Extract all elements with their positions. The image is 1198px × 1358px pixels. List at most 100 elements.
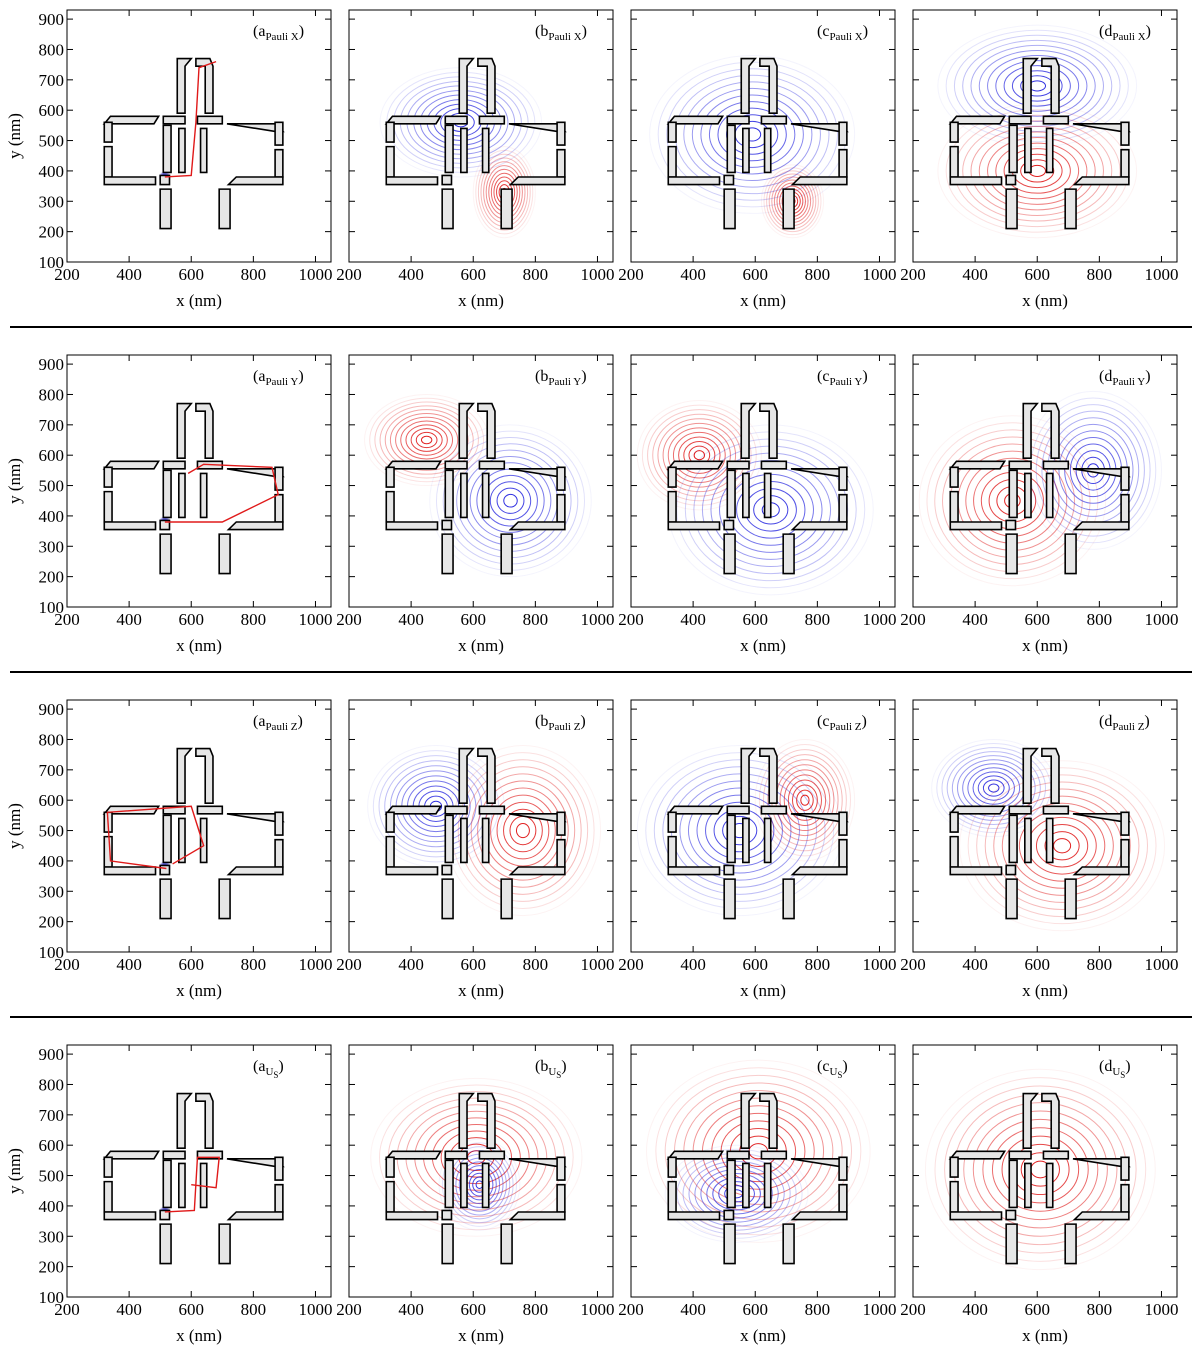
- label-prefix: (a: [253, 23, 265, 40]
- contour-line: [796, 789, 814, 811]
- gate: [162, 124, 172, 174]
- plot-area: [102, 1092, 285, 1265]
- gate: [759, 1092, 778, 1150]
- gate: [1008, 460, 1032, 470]
- contour-line: [672, 431, 726, 479]
- panel: 200 400 600 800 1000 x (nm) (dPauli Y): [900, 354, 1178, 655]
- gate: [195, 57, 214, 115]
- x-tick-label: 600: [178, 1300, 204, 1319]
- contour-line: [641, 404, 757, 506]
- panel-label: (cUS): [817, 1058, 848, 1080]
- plot-area: [931, 738, 1166, 932]
- gate: [384, 1150, 443, 1160]
- trace: [106, 805, 205, 870]
- y-tick-label: 200: [39, 223, 65, 242]
- contour-line: [977, 775, 1010, 801]
- contour-line: [763, 749, 847, 852]
- y-tick-label: 800: [39, 1075, 65, 1094]
- gate: [726, 460, 750, 470]
- x-tick-label: 800: [241, 265, 267, 284]
- panel: 200 400 600 800 1000 x (nm) (cPauli X): [618, 9, 896, 310]
- gate: [949, 466, 959, 488]
- x-axis-label: x (nm): [740, 636, 786, 655]
- gate: [385, 811, 395, 833]
- panel: 200 400 600 800 1000 x (nm) (cPauli Z): [618, 699, 896, 1000]
- x-tick-label: 600: [178, 265, 204, 284]
- gate: [1022, 1092, 1039, 1150]
- contour-line: [405, 424, 448, 456]
- gate: [1064, 188, 1077, 230]
- gate: [1072, 521, 1130, 531]
- contour-line: [760, 164, 825, 239]
- gate: [666, 460, 725, 470]
- x-tick-label: 600: [460, 265, 486, 284]
- plot-area: [924, 1068, 1156, 1271]
- gate: [385, 1156, 395, 1178]
- gate: [760, 115, 788, 125]
- contour-line: [674, 74, 830, 195]
- contour-line: [415, 431, 438, 449]
- contour-line: [441, 1142, 517, 1227]
- gate: [384, 460, 443, 470]
- gate: [477, 402, 496, 460]
- contour-line: [1020, 1152, 1060, 1187]
- x-tick-label: 1000: [298, 955, 332, 974]
- gate: [1045, 127, 1054, 174]
- trace: [164, 1156, 220, 1213]
- trace: [164, 60, 217, 178]
- contour-line: [400, 420, 454, 460]
- x-tick-label: 800: [1087, 265, 1113, 284]
- gate: [444, 814, 454, 864]
- x-tick-label: 800: [1087, 1300, 1113, 1319]
- gate: [1024, 817, 1032, 864]
- label-suffix: ): [278, 1058, 283, 1075]
- contour-line: [924, 1068, 1156, 1271]
- gate: [763, 127, 772, 174]
- y-axis-label: y (nm): [5, 803, 24, 849]
- frame: [912, 354, 1178, 608]
- gate: [1120, 838, 1130, 868]
- label-subscript: Pauli Z: [1112, 721, 1144, 733]
- gate: [949, 521, 1003, 531]
- y-tick-label: 800: [39, 385, 65, 404]
- plot-area: [918, 390, 1162, 587]
- gate: [723, 188, 736, 230]
- gate: [508, 866, 566, 876]
- gate: [441, 864, 453, 876]
- x-tick-label: 600: [178, 610, 204, 629]
- label-suffix: ): [862, 713, 867, 730]
- contour-line: [978, 131, 1096, 211]
- gate: [478, 460, 506, 470]
- x-tick-label: 400: [116, 610, 142, 629]
- contour-line: [767, 754, 843, 847]
- gate: [838, 838, 848, 868]
- x-tick-label: 600: [460, 610, 486, 629]
- contour-line: [937, 103, 1138, 239]
- gate: [949, 145, 959, 178]
- contour-line: [420, 435, 433, 445]
- panel: 200 400 600 800 1000100200300400500600700800…: [5, 699, 332, 1000]
- x-axis-label: x (nm): [176, 1326, 222, 1345]
- plot-area: [937, 24, 1138, 239]
- x-tick-label: 1000: [862, 955, 896, 974]
- y-tick-label: 400: [39, 162, 65, 181]
- contour-line: [758, 744, 851, 857]
- gate: [740, 747, 757, 805]
- gate: [103, 490, 113, 523]
- contour-line: [694, 1164, 779, 1223]
- contour-line: [970, 44, 1104, 127]
- x-tick-label: 200: [900, 265, 926, 284]
- gate: [385, 466, 395, 488]
- gate: [218, 878, 231, 920]
- x-tick-label: 400: [680, 1300, 706, 1319]
- contour-line: [503, 493, 518, 508]
- gate: [1022, 402, 1039, 460]
- contour-line: [384, 409, 469, 471]
- gate: [1005, 1223, 1018, 1265]
- contour-line: [379, 1084, 574, 1231]
- gate: [667, 521, 721, 531]
- contour-line: [972, 771, 1015, 805]
- contour-line: [779, 769, 831, 832]
- gate: [556, 121, 566, 146]
- label-suffix: ): [298, 713, 303, 730]
